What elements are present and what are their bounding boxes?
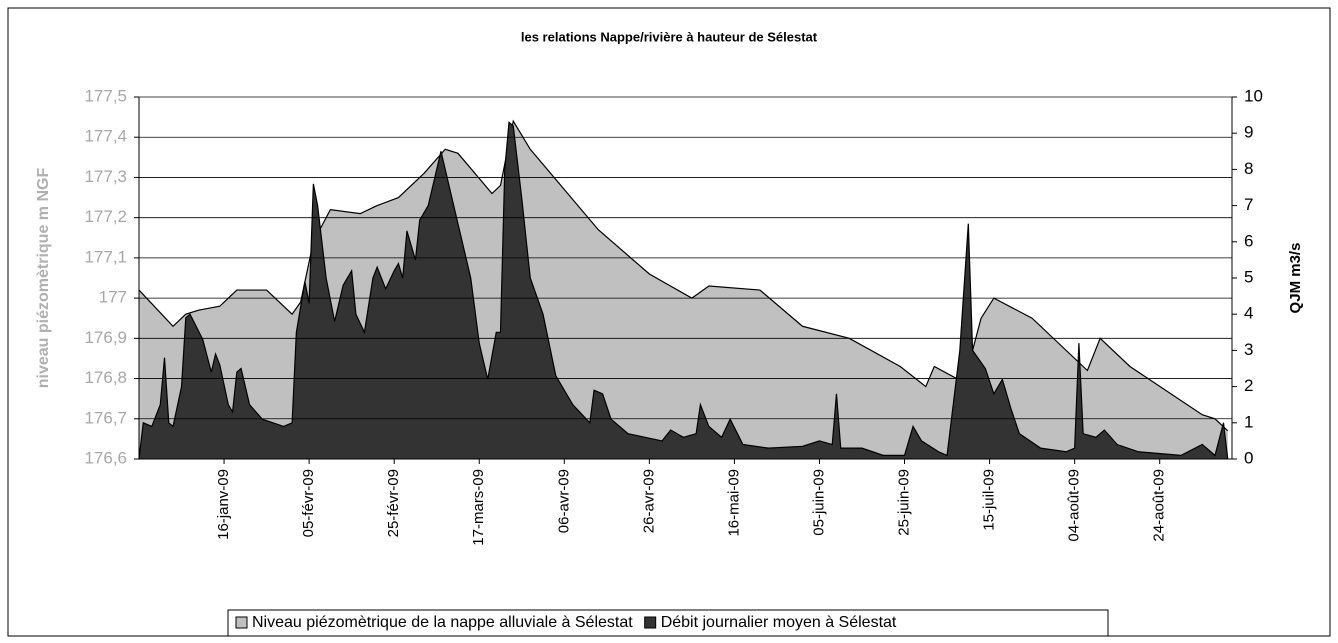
x-tick-label: 16-mai-09 [725, 469, 742, 537]
chart-title: les relations Nappe/rivière à hauteur de… [521, 29, 818, 44]
x-tick-label: 16-janv-09 [215, 469, 232, 540]
x-tick-label: 26-avr-09 [640, 469, 657, 533]
x-tick-label: 04-août-09 [1066, 469, 1083, 542]
y2-tick-label: 10 [1244, 86, 1263, 105]
y-tick-label: 177,2 [84, 207, 127, 226]
legend-swatch [644, 616, 657, 629]
x-tick-label: 24-août-09 [1151, 469, 1168, 542]
y2-tick-label: 2 [1244, 376, 1253, 395]
y-tick-label: 177,5 [84, 86, 127, 105]
y-tick-label: 177,4 [84, 127, 127, 146]
y2-tick-label: 3 [1244, 340, 1253, 359]
x-tick-label: 05-févr-09 [300, 469, 317, 537]
y-tick-label: 176,9 [84, 328, 127, 347]
x-tick-label: 05-juin-09 [810, 469, 827, 536]
legend-label: Niveau piézomètrique de la nappe alluvia… [252, 614, 633, 631]
y-tick-label: 177,1 [84, 247, 127, 266]
legend-swatch [235, 616, 248, 629]
y-tick-label: 177,3 [84, 167, 127, 186]
area-outline [138, 119, 1229, 432]
y-tick-label: 176,6 [84, 448, 127, 467]
area [139, 122, 1228, 459]
y-tick-label: 176,7 [84, 408, 127, 427]
y2-tick-label: 7 [1244, 195, 1253, 214]
x-tick-label: 06-avr-09 [555, 469, 572, 533]
x-tick-label: 25-févr-09 [385, 469, 402, 537]
x-tick-label: 25-juin-09 [895, 469, 912, 536]
y2-tick-label: 8 [1244, 159, 1253, 178]
y2-tick-label: 0 [1244, 448, 1253, 467]
x-tick-label: 17-mars-09 [470, 469, 487, 546]
y2-tick-label: 5 [1244, 267, 1253, 286]
y2-tick-label: 4 [1244, 304, 1253, 323]
x-tick-label: 15-juil-09 [981, 469, 998, 531]
y2-axis-label: QJM m3/s [1287, 243, 1304, 314]
legend-label: Débit journalier moyen à Sélestat [661, 614, 897, 631]
y-tick-label: 177 [99, 288, 127, 307]
y2-tick-label: 6 [1244, 231, 1253, 250]
area-outline [138, 121, 1229, 460]
y-tick-label: 176,8 [84, 368, 127, 387]
y-axis-label: niveau piézomètrique m NGF [35, 168, 52, 389]
y2-tick-label: 1 [1244, 412, 1253, 431]
y2-tick-label: 9 [1244, 123, 1253, 142]
legend-box [227, 609, 1109, 637]
